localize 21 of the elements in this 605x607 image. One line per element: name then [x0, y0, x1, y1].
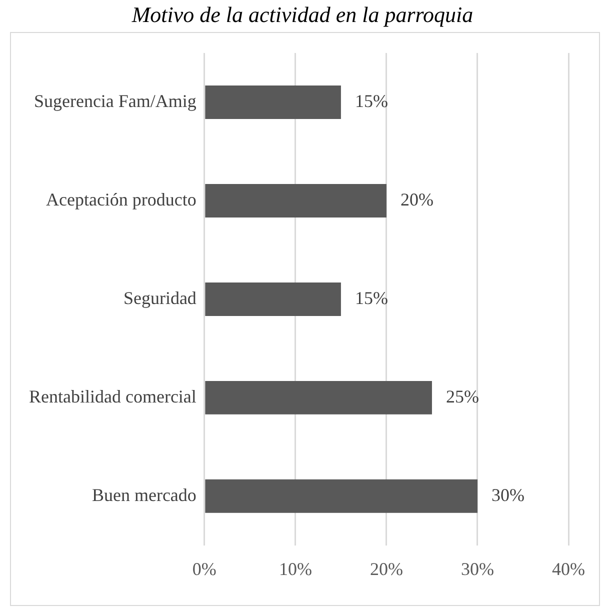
data-label: 15% [354, 288, 388, 308]
y-tick-label: Rentabilidad comercial [28, 386, 196, 406]
x-tick-label: 30% [460, 558, 494, 579]
x-tick-label: 40% [552, 558, 586, 579]
data-label: 25% [446, 386, 479, 406]
y-tick-label: Sugerencia Fam/Amig [34, 90, 196, 111]
y-tick-label: Seguridad [123, 288, 196, 308]
bar [205, 184, 386, 218]
bar [205, 282, 341, 316]
bar [205, 380, 432, 414]
y-tick-label: Aceptación producto [46, 189, 196, 210]
chart-title: Motivo de la actividad en la parroquia [130, 2, 474, 28]
data-label: 30% [491, 484, 524, 505]
data-label: 20% [400, 189, 434, 210]
data-label: 15% [354, 90, 388, 111]
bar [205, 479, 478, 513]
bar [205, 86, 341, 119]
x-tick-label: 0% [192, 558, 216, 579]
y-tick-label: Buen mercado [92, 484, 196, 505]
x-tick-label: 20% [370, 558, 403, 579]
x-tick-label: 10% [278, 558, 312, 579]
